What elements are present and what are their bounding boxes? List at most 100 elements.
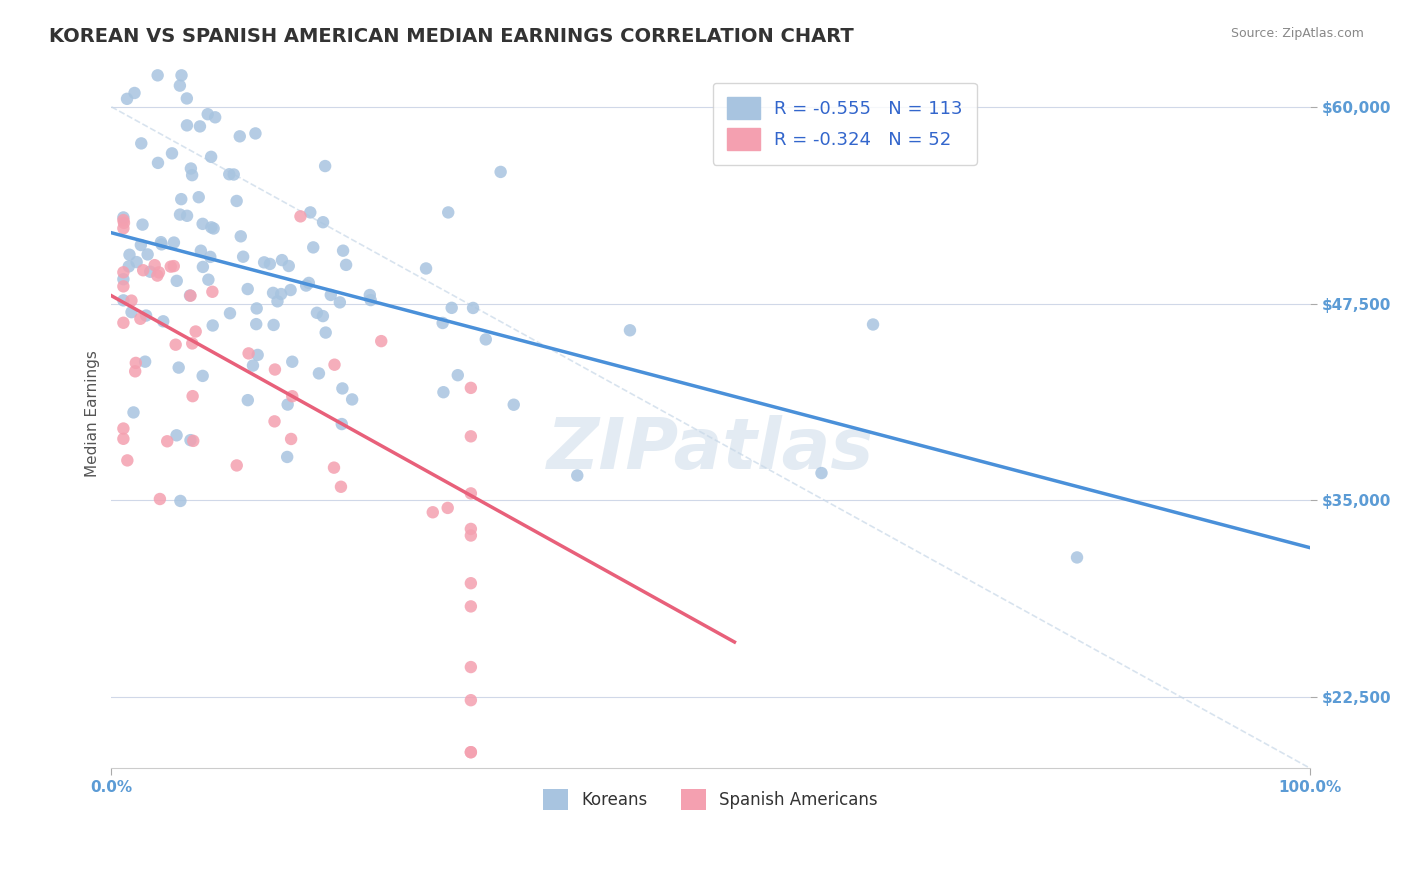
Point xyxy=(176,119,198,133)
Point xyxy=(502,398,524,412)
Point xyxy=(460,745,482,759)
Point xyxy=(112,272,135,286)
Point xyxy=(149,491,172,506)
Point xyxy=(263,318,285,332)
Point xyxy=(370,334,392,348)
Point xyxy=(259,257,281,271)
Point xyxy=(298,276,321,290)
Point xyxy=(1066,550,1088,565)
Point xyxy=(149,235,172,249)
Point xyxy=(236,393,259,408)
Point xyxy=(312,309,335,323)
Point xyxy=(179,288,201,302)
Point xyxy=(166,274,188,288)
Point xyxy=(122,405,145,419)
Point xyxy=(115,92,138,106)
Point xyxy=(335,258,357,272)
Point xyxy=(125,356,148,370)
Point xyxy=(124,86,146,100)
Point xyxy=(129,311,152,326)
Point xyxy=(163,259,186,273)
Point xyxy=(436,500,458,515)
Point xyxy=(460,381,482,395)
Point xyxy=(263,414,285,428)
Point xyxy=(160,146,183,161)
Point xyxy=(266,294,288,309)
Point xyxy=(305,306,328,320)
Point xyxy=(181,389,204,403)
Point xyxy=(112,216,135,230)
Point xyxy=(170,192,193,206)
Point xyxy=(163,235,186,250)
Point xyxy=(308,367,330,381)
Point xyxy=(120,293,142,308)
Point xyxy=(197,273,219,287)
Point xyxy=(236,282,259,296)
Point xyxy=(280,432,302,446)
Point xyxy=(460,522,482,536)
Point xyxy=(159,260,181,274)
Point xyxy=(125,255,148,269)
Point xyxy=(112,221,135,235)
Legend: Koreans, Spanish Americans: Koreans, Spanish Americans xyxy=(536,782,884,816)
Point xyxy=(330,480,353,494)
Point xyxy=(146,156,169,170)
Point xyxy=(270,287,292,301)
Point xyxy=(280,283,302,297)
Point xyxy=(277,259,299,273)
Point xyxy=(315,326,337,340)
Point xyxy=(461,301,484,315)
Point xyxy=(179,433,201,447)
Point xyxy=(460,745,482,759)
Point xyxy=(165,337,187,351)
Point xyxy=(314,159,336,173)
Point xyxy=(118,248,141,262)
Point xyxy=(312,215,335,229)
Point xyxy=(262,285,284,300)
Point xyxy=(271,253,294,268)
Point xyxy=(437,205,460,219)
Point xyxy=(290,210,312,224)
Point xyxy=(340,392,363,407)
Point xyxy=(181,336,204,351)
Point xyxy=(121,305,143,319)
Point xyxy=(201,285,224,299)
Point xyxy=(146,68,169,82)
Point xyxy=(117,453,139,467)
Point xyxy=(415,261,437,276)
Point xyxy=(225,194,247,208)
Point xyxy=(166,428,188,442)
Point xyxy=(332,244,354,258)
Point xyxy=(181,434,204,448)
Point xyxy=(332,381,354,395)
Point xyxy=(184,325,207,339)
Point xyxy=(225,458,247,473)
Point xyxy=(150,237,173,252)
Point xyxy=(134,354,156,368)
Point xyxy=(112,432,135,446)
Point xyxy=(460,693,482,707)
Point xyxy=(295,278,318,293)
Point xyxy=(242,359,264,373)
Point xyxy=(187,190,209,204)
Point xyxy=(302,240,325,254)
Text: KOREAN VS SPANISH AMERICAN MEDIAN EARNINGS CORRELATION CHART: KOREAN VS SPANISH AMERICAN MEDIAN EARNIN… xyxy=(49,27,853,45)
Point xyxy=(112,293,135,308)
Point xyxy=(460,660,482,674)
Point xyxy=(131,218,153,232)
Point xyxy=(323,358,346,372)
Point xyxy=(124,364,146,378)
Point xyxy=(181,168,204,182)
Point xyxy=(264,362,287,376)
Point xyxy=(191,217,214,231)
Point xyxy=(460,599,482,614)
Point xyxy=(218,167,240,181)
Point xyxy=(440,301,463,315)
Point xyxy=(460,576,482,591)
Point xyxy=(432,316,454,330)
Point xyxy=(489,165,512,179)
Point xyxy=(201,318,224,333)
Point xyxy=(222,168,245,182)
Point xyxy=(129,136,152,151)
Point xyxy=(329,295,352,310)
